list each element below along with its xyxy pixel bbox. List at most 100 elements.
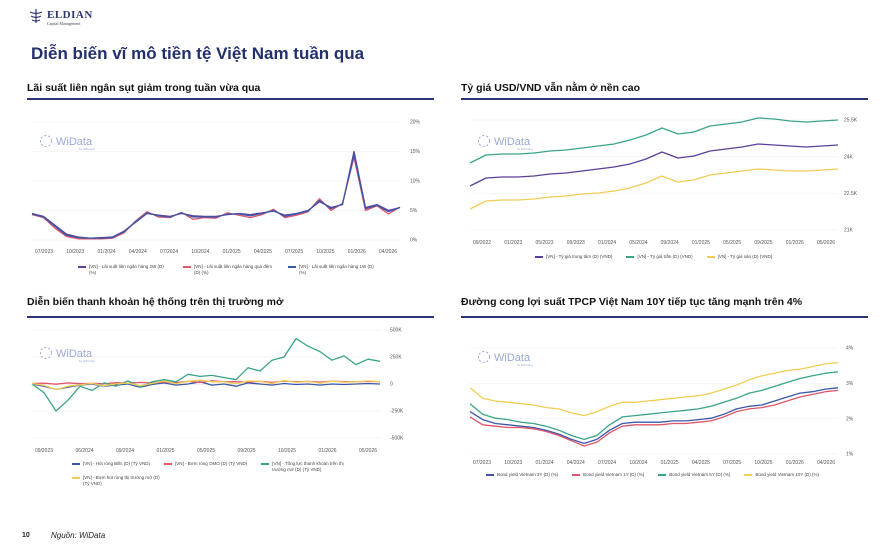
panel-divider [27,316,434,318]
legend-swatch [572,474,581,476]
x-tick-label: 09/2022 [473,240,491,246]
y-tick-label: 0% [410,238,418,244]
y-tick-label: 4% [846,346,854,352]
x-tick-label: 05/2023 [536,240,554,246]
panel-title-exchange-rate: Tỷ giá USD/VND vẫn nằm ở nền cao [461,82,641,94]
panel-title-yield-curve: Đường cong lợi suất TPCP Việt Nam 10Y ti… [461,296,803,308]
legend-label: Bond yield Vietnam 5Y (D) (%) [669,472,731,477]
x-tick-label: 01/2026 [318,448,336,454]
series-line-4 [31,379,381,391]
watermark-subtext: by WiGroup [517,363,533,367]
x-tick-label: 10/2024 [191,249,209,255]
legend-swatch [288,266,296,268]
legend-item: [VN] - Bơm hút ròng thị trường mở (D) (T… [72,475,163,486]
x-tick-label: 01/2026 [786,460,804,466]
legend-label: [VN] - Tỷ giá trần (D) (VND) [637,254,693,259]
legend-swatch [535,256,543,258]
chart-interbank-rates-svg: 20% 15% 10% 5% 0% 07/2023 10/2023 01/2024 04/202… [31,120,421,255]
source-note: Nguồn: WiData [51,531,106,540]
watermark-text: WiData [56,136,93,148]
x-tick-label: 01/2026 [348,249,366,255]
chart-yield-curve-svg: 4% 3% 2% 1% 07/2023 10/2023 01/2024 04/2024 07/2… [469,346,854,466]
series-line-3 [469,371,839,441]
legend-item: [VN] - Lãi suất liên ngân hàng 2W (D) (%… [78,264,169,275]
x-tick-label: 05/2026 [817,240,835,246]
y-tick-label: 21K [844,228,854,234]
series-line-3 [469,168,839,210]
x-tick-label: 01/2025 [223,249,241,255]
legend-item: Bond yield Vietnam 3Y (D) (%) [486,472,558,478]
x-tick-label: 07/2025 [723,460,741,466]
panel-divider [27,98,434,100]
legend-swatch [626,256,635,258]
chart-yield-curve: 4% 3% 2% 1% 07/2023 10/2023 01/2024 04/2024 07/2… [466,328,871,468]
brand-name: ELDIAN [47,9,93,21]
x-tick-label: 07/2023 [35,249,53,255]
series-line-2 [469,389,839,447]
chart-liquidity-svg: 500K 250K 0 -250K -500K 09/2023 06/2024 09/2024… [31,328,404,454]
legend-swatch [164,463,173,465]
legend-label: [VN] - Tổng lực thanh khoản trên thị trư… [272,461,344,472]
x-tick-label: 10/2025 [754,460,772,466]
x-tick-label: 09/2024 [116,448,134,454]
legend-item: [VN] - Tổng lực thanh khoản trên thị trư… [261,461,352,472]
legend-item: [VN] - Hút ròng Bills (D) (Tỷ VND) [72,461,150,472]
legend-swatch [744,474,753,476]
watermark-text: WiData [494,136,531,148]
legend-label: [VN] - Lãi suất liên ngân hàng qua đêm (… [194,264,273,275]
legend-swatch [78,266,86,268]
x-tick-label: 04/2026 [379,249,397,255]
x-tick-label: 06/2024 [75,448,93,454]
chart-legend-exchange-rate: [VN] - Tỷ giá trung tâm (D) (VND) [VN] - … [535,254,855,260]
legend-label: [VN] - Bơm hút ròng thị trường mở (D) (T… [83,475,160,486]
x-tick-label: 01/2024 [598,240,616,246]
panel-title-interbank-rates: Lãi suất liên ngân sụt giảm trong tuần v… [27,82,261,94]
chart-interbank-rates: 20% 15% 10% 5% 0% 07/2023 10/2023 01/2024 04/202… [28,112,433,262]
y-tick-label: 10% [410,179,421,185]
legend-item: Bond yield Vietnam 1Y (D) (%) [572,472,644,478]
legend-swatch [72,463,80,465]
chart-exchange-rate-svg: 25.5K 24K 22.5K 21K 09/2022 01/2023 05/2023 09/… [469,117,858,246]
legend-item: [VN] - Lãi suất liên ngân hàng qua đêm (… [183,264,274,275]
x-tick-label: 07/2023 [473,460,491,466]
x-tick-label: 09/2024 [661,240,679,246]
chart-legend-liquidity: [VN] - Hút ròng Bills (D) (Tỷ VND) [VN] -… [72,461,412,486]
legend-label: Bond yield Vietnam 3Y (D) (%) [497,472,559,477]
brand-logo: ELDIAN Capital Management [30,9,93,26]
series-line-4 [469,361,839,417]
watermark-text: WiData [494,352,531,364]
x-tick-label: 05/2026 [359,448,377,454]
x-tick-label: 01/2025 [692,240,710,246]
x-tick-label: 07/2025 [285,249,303,255]
x-tick-label: 09/2023 [567,240,585,246]
y-tick-label: 24K [844,154,854,160]
legend-item: [VN] - Tỷ giá trung tâm (D) (VND) [535,254,612,260]
x-tick-label: 10/2023 [504,460,522,466]
x-tick-label: 07/2024 [598,460,616,466]
legend-item: [VN] - Bơm ròng OMO (D) (Tỷ VND) [164,461,247,472]
y-tick-label: 25.5K [844,118,858,124]
x-tick-label: 09/2023 [35,448,53,454]
x-tick-label: 07/2024 [160,249,178,255]
x-tick-label: 10/2025 [278,448,296,454]
legend-label: [VN] - Hút ròng Bills (D) (Tỷ VND) [83,461,151,466]
watermark-text: WiData [56,348,93,360]
series-line-2 [469,117,839,164]
x-tick-label: 04/2024 [129,249,147,255]
watermark-subtext: by WiGroup [79,147,95,151]
y-tick-label: 3% [846,381,854,387]
brand-mark-icon [30,9,42,23]
legend-label: Bond yield Vietnam 10Y (D) (%) [755,472,819,477]
y-tick-label: -250K [390,409,404,415]
legend-item: Bond yield Vietnam 10Y (D) (%) [744,472,819,478]
x-tick-label: 05/2025 [197,448,215,454]
y-tick-label: 5% [410,208,418,214]
chart-exchange-rate: 25.5K 24K 22.5K 21K 09/2022 01/2023 05/2023 09/… [466,112,871,252]
y-tick-label: 0 [390,382,393,388]
legend-swatch [72,477,80,479]
legend-label: Bond yield Vietnam 1Y (D) (%) [583,472,645,477]
x-tick-label: 10/2023 [66,249,84,255]
legend-swatch [261,463,270,465]
chart-legend-interbank-rates: [VN] - Lãi suất liên ngân hàng 2W (D) (%… [78,264,418,275]
